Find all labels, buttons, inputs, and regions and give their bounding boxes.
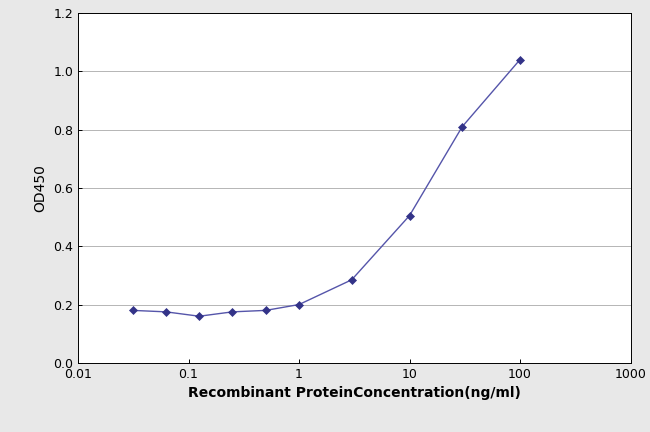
X-axis label: Recombinant ProteinConcentration(ng/ml): Recombinant ProteinConcentration(ng/ml) xyxy=(188,386,521,400)
Y-axis label: OD450: OD450 xyxy=(34,164,47,212)
